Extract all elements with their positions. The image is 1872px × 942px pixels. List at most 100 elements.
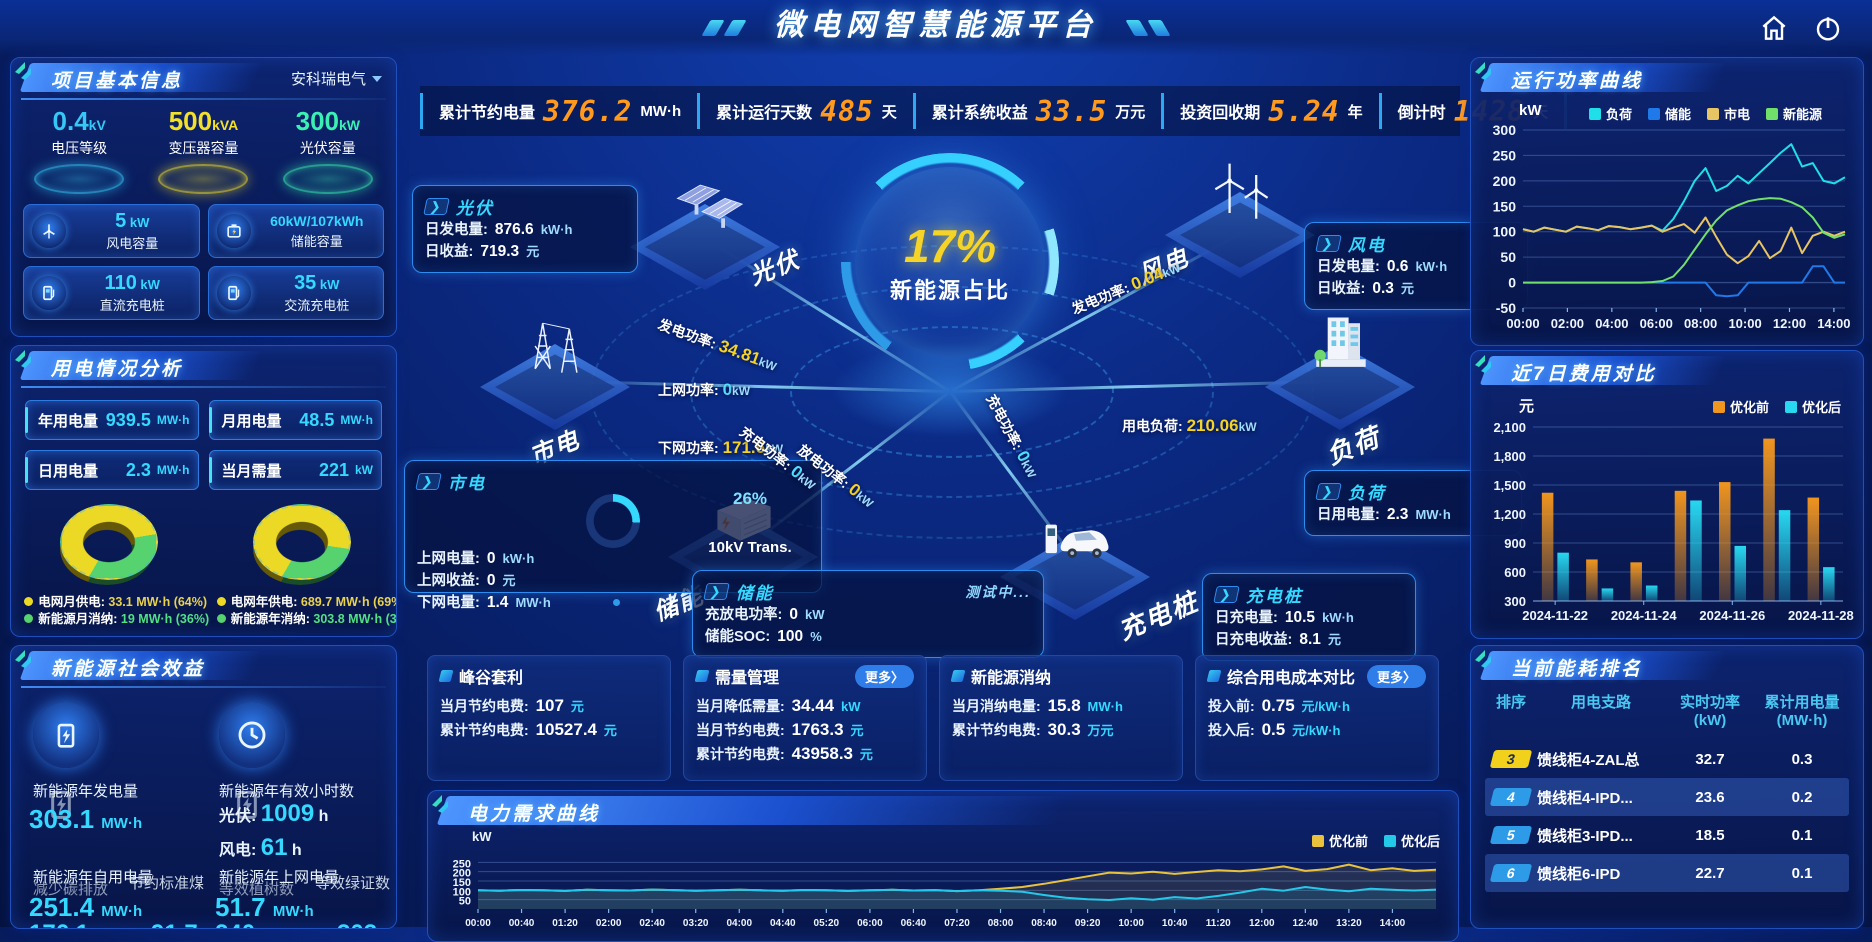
svg-text:150: 150 [453,877,471,889]
donut-chart [245,504,355,588]
demand-chart-wrap: kW 优化前 优化后 50 100 150 200 250 00:00 00:40 01:20 0… [428,829,1458,940]
metric-value: 939.5 [105,409,151,430]
capacity-card: 60kW/107kWh 储能容量 [207,204,384,258]
legend-item-新能源[interactable]: 新能源 [1766,104,1822,123]
divider [21,386,386,388]
capacity-card-text: 60kW/107kWh 储能容量 [259,213,376,250]
legend-item-优化前[interactable]: 优化前 [1712,397,1769,416]
capacity-card-unit: kW [136,277,160,292]
benefit-label: 新能源年发电量 [33,783,139,800]
spotlight-label: 变压器容量 [168,140,239,156]
company-select[interactable]: 安科瑞电气 [291,68,382,89]
svg-text:04:00: 04:00 [1595,316,1628,331]
stat-unit: 天 [881,103,897,121]
panel-demand-curve: 电力需求曲线 kW 优化前 优化后 50 100 150 200 250 00:00 00:4… [427,790,1459,942]
summary-card-title: 需量管理 [715,670,780,687]
table-row[interactable]: 6 馈线柜6-IPD 22.7 0.1 [1485,854,1849,892]
capacity-card-value: 5 [115,210,127,232]
svg-text:12:00: 12:00 [1773,316,1806,331]
svg-text:2024-11-22: 2024-11-22 [1522,608,1588,623]
svg-text:14:00: 14:00 [1380,918,1406,929]
power-button[interactable] [1812,12,1844,44]
svg-text:2,100: 2,100 [1493,420,1526,435]
energy-flow-diagram: 17% 新能源占比 光伏 [400,130,1528,662]
card-icon [438,670,454,682]
table-row[interactable]: 3 馈线柜4-ZAL总 32.7 0.3 [1485,740,1849,778]
legend-item-市电[interactable]: 市电 [1707,104,1750,123]
chevron-down-icon [372,75,382,82]
summary-card-header: 峰谷套利 [438,664,658,688]
table-row[interactable]: 5 馈线柜3-IPD... 18.5 0.1 [1485,816,1849,854]
legend-item-优化前[interactable]: 优化前 [1311,831,1368,850]
supply-donut: 电网年供电: 689.7 MW·h (69%) 新能源年消纳: 303.8 MW·… [211,504,396,628]
supply-donut: 电网月供电: 33.1 MW·h (64%) 新能源月消纳: 19 MW·h (3… [18,504,209,628]
charger-icon [227,285,239,301]
benefit-label: 节约标准煤 [129,875,205,892]
legend-item-储能[interactable]: 储能 [1648,104,1691,123]
panel-power-usage-analysis: 用电情况分析 年用电量 939.5 MW·h 月用电量 48.5 MW·h 日用电量 2.3 M… [10,345,397,637]
capacity-card-icon [216,214,251,248]
home-button[interactable] [1758,12,1790,44]
legend-item-优化后[interactable]: 优化后 [1383,831,1440,850]
card-icon [950,670,966,682]
chevron-right-icon: ❯ [423,198,450,215]
capacity-card-value-row: 35 kW [259,272,376,295]
legend-item-负荷[interactable]: 负荷 [1589,104,1632,123]
building-icon [1314,317,1366,367]
info-box-row: 日收益: 0.3 元 [1317,280,1414,297]
social-benefit-body: 新能源年发电量 303.1 MW·h 新能源年有效小时数 光伏: 1009 h 风电: … [11,688,396,928]
table-row[interactable]: 4 馈线柜4-IPD... 23.6 0.2 [1485,778,1849,816]
info-box-row: 日充电量: 10.5 kW·h [1215,609,1354,626]
legend-item-优化后[interactable]: 优化后 [1784,397,1841,416]
renewable-share-value: 17% [903,220,997,272]
wind-turbines-icon [1214,163,1269,219]
benefit-label: 新能源年自用电量 [33,869,154,886]
branch-cell: 馈线柜6-IPD [1537,865,1621,883]
svg-text:600: 600 [1504,565,1526,580]
stat-value: 485 [820,94,874,128]
power-cell: 18.5 [1695,826,1725,844]
y-axis-unit: 元 [1519,398,1535,415]
info-box-title: 光伏 [455,199,494,218]
svg-text:06:00: 06:00 [857,918,883,929]
legend-dot [24,597,34,606]
status-badge: 测试中... [965,583,1031,600]
capacity-card-value: 35 [294,272,317,294]
summary-card-row: 投入前: 0.75 元/kW·h [1208,696,1350,715]
charger-icon [43,285,55,301]
chevron-right-icon: ❯ [1315,483,1342,500]
metric-unit: kW [355,463,373,477]
rank-badge: 6 [1489,864,1533,882]
summary-card-row: 投入后: 0.5 元/kW·h [1208,720,1341,739]
rank-cell: 5 [1485,826,1537,844]
more-button[interactable]: 更多〉 [854,664,914,688]
capacity-card-value: 60kW/107kWh [270,212,364,229]
benefit-label: 等效植树数 [219,881,295,898]
info-box-row: 下网电量: 1.4 MW·h [417,594,551,611]
chevron-right-icon: ❯ [703,583,730,600]
capacity-card-label: 交流充电桩 [284,298,350,313]
svg-text:2024-11-28: 2024-11-28 [1788,608,1854,623]
company-select-value: 安科瑞电气 [290,71,366,88]
stat-value: 5.24 [1268,94,1340,128]
stat-segment: 累计系统收益 33.5 万元 [912,93,1161,129]
capacity-card-value-row: 5 kW [74,210,191,233]
ev-car-icon [1045,524,1109,558]
svg-text:100: 100 [453,886,471,898]
svg-text:09:20: 09:20 [1075,918,1101,929]
rank-cell: 3 [1485,750,1537,768]
carousel-dot[interactable] [613,599,620,606]
chevron-right-icon: ❯ [1213,586,1240,603]
info-box-title-row: ❯ 光伏 [423,194,625,219]
benefit-value: 176.1 t [29,920,101,928]
donut-ring [60,504,159,580]
card-icon [1206,670,1222,682]
panel-energy-ranking: 当前能耗排名 排序 用电支路 实时功率 (kW) 累计用电量 (MW·h) 3 馈线柜4-ZA… [1470,645,1864,929]
svg-text:02:00: 02:00 [596,918,622,929]
more-button[interactable]: 更多〉 [1366,664,1426,688]
capacity-cards: 5 kW 风电容量 60kW/107kWh 储能容量 110 kW 直流充电桩 35 kW 交… [11,194,396,320]
metric-label: 日用电量 [38,462,99,480]
flow-label-grid-down: 下网功率: 171.6kW [658,438,784,457]
ranking-header-cell: 累计用电量 (MW·h) [1764,694,1840,729]
benefit-value: 251.4 MW·h [29,892,143,922]
